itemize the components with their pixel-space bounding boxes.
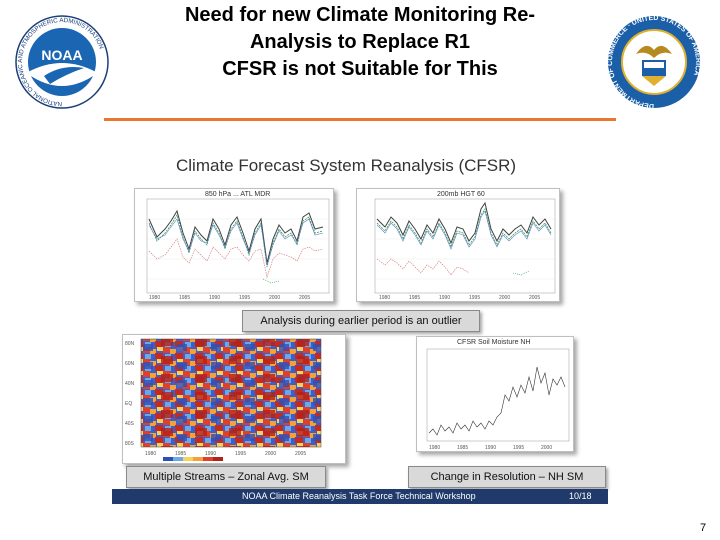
chart-panel-title: CFSR Soil Moisture NH [457, 339, 531, 346]
svg-text:2005: 2005 [299, 295, 310, 301]
embedded-footer: NOAA Climate Reanalysis Task Force Techn… [112, 489, 608, 504]
slide-title-line-1: Need for new Climate Monitoring Re- [184, 4, 536, 26]
embedded-slide-image: Climate Forecast System Reanalysis (CFSR… [112, 150, 608, 504]
svg-text:80S: 80S [125, 441, 135, 447]
svg-text:40S: 40S [125, 421, 135, 427]
svg-text:1990: 1990 [439, 295, 450, 301]
line-chart-nh-soil-moisture: 1980 1985 1990 1995 2000 [426, 348, 570, 451]
svg-text:1980: 1980 [379, 295, 390, 301]
line-chart-top-left: 1980 1985 1990 1995 2000 2005 [146, 198, 330, 301]
chart-panel-title: 200mb HGT 60 [437, 191, 485, 198]
svg-text:2000: 2000 [265, 451, 276, 457]
chart-panel-top-right: 200mb HGT 60 1980 1985 1990 1995 2000 2005 [356, 188, 560, 302]
chart-panel-title: 850 hPa ... ATL MDR [205, 191, 271, 198]
slide-title-line-3: CFSR is not Suitable for This [222, 58, 498, 80]
svg-text:80N: 80N [125, 341, 135, 347]
commerce-seal-logo: DEPARTMENT OF COMMERCE · UNITED STATES O… [606, 14, 702, 110]
svg-text:1985: 1985 [179, 295, 190, 301]
svg-text:1985: 1985 [175, 451, 186, 457]
chart-panel-bottom-right: CFSR Soil Moisture NH 1980 1985 1990 1995 20… [416, 336, 574, 452]
svg-text:2005: 2005 [529, 295, 540, 301]
caption-change-resolution: Change in Resolution – NH SM [408, 466, 606, 488]
slide-number: 7 [700, 522, 707, 534]
svg-text:1995: 1995 [239, 295, 250, 301]
heatmap-panel: 80N 60N 40N EQ 40S 80S 1980 1985 1990 1995 2000 20… [122, 334, 346, 464]
noaa-logo-text: NOAA [41, 47, 82, 63]
svg-text:1980: 1980 [149, 295, 160, 301]
svg-text:1990: 1990 [485, 445, 496, 451]
caption-multiple-streams: Multiple Streams – Zonal Avg. SM [126, 466, 326, 488]
svg-text:1995: 1995 [513, 445, 524, 451]
svg-text:1990: 1990 [209, 295, 220, 301]
svg-text:2000: 2000 [269, 295, 280, 301]
svg-text:1990: 1990 [205, 451, 216, 457]
svg-text:2005: 2005 [295, 451, 306, 457]
slide-title-line-2: Analysis to Replace R1 [249, 31, 471, 53]
slide-title: Need for new Climate Monitoring Re- Anal… [120, 2, 600, 83]
svg-text:EQ: EQ [125, 401, 132, 407]
svg-text:60N: 60N [125, 361, 135, 367]
chart-panel-top-left: 850 hPa ... ATL MDR 1980 1985 1990 1995 2000… [134, 188, 334, 302]
embedded-footer-date: 10/18 [569, 491, 592, 501]
svg-text:1980: 1980 [429, 445, 440, 451]
caption-outlier: Analysis during earlier period is an out… [242, 310, 480, 332]
svg-text:1995: 1995 [469, 295, 480, 301]
svg-text:2000: 2000 [499, 295, 510, 301]
embedded-footer-text: NOAA Climate Reanalysis Task Force Techn… [242, 491, 476, 501]
heatmap-zonal-sm: 80N 60N 40N EQ 40S 80S 1980 1985 1990 1995 2000 20… [125, 338, 322, 461]
line-chart-top-right: 1980 1985 1990 1995 2000 2005 [374, 198, 556, 301]
svg-text:1985: 1985 [409, 295, 420, 301]
svg-text:1980: 1980 [145, 451, 156, 457]
svg-text:2000: 2000 [541, 445, 552, 451]
svg-text:1985: 1985 [457, 445, 468, 451]
title-divider [104, 118, 616, 121]
noaa-logo: NOAA NATIONAL OCEANIC AND ATMOSPHERIC AD… [14, 14, 110, 110]
svg-text:40N: 40N [125, 381, 135, 387]
embedded-heading: Climate Forecast System Reanalysis (CFSR… [176, 156, 517, 175]
svg-text:1995: 1995 [235, 451, 246, 457]
